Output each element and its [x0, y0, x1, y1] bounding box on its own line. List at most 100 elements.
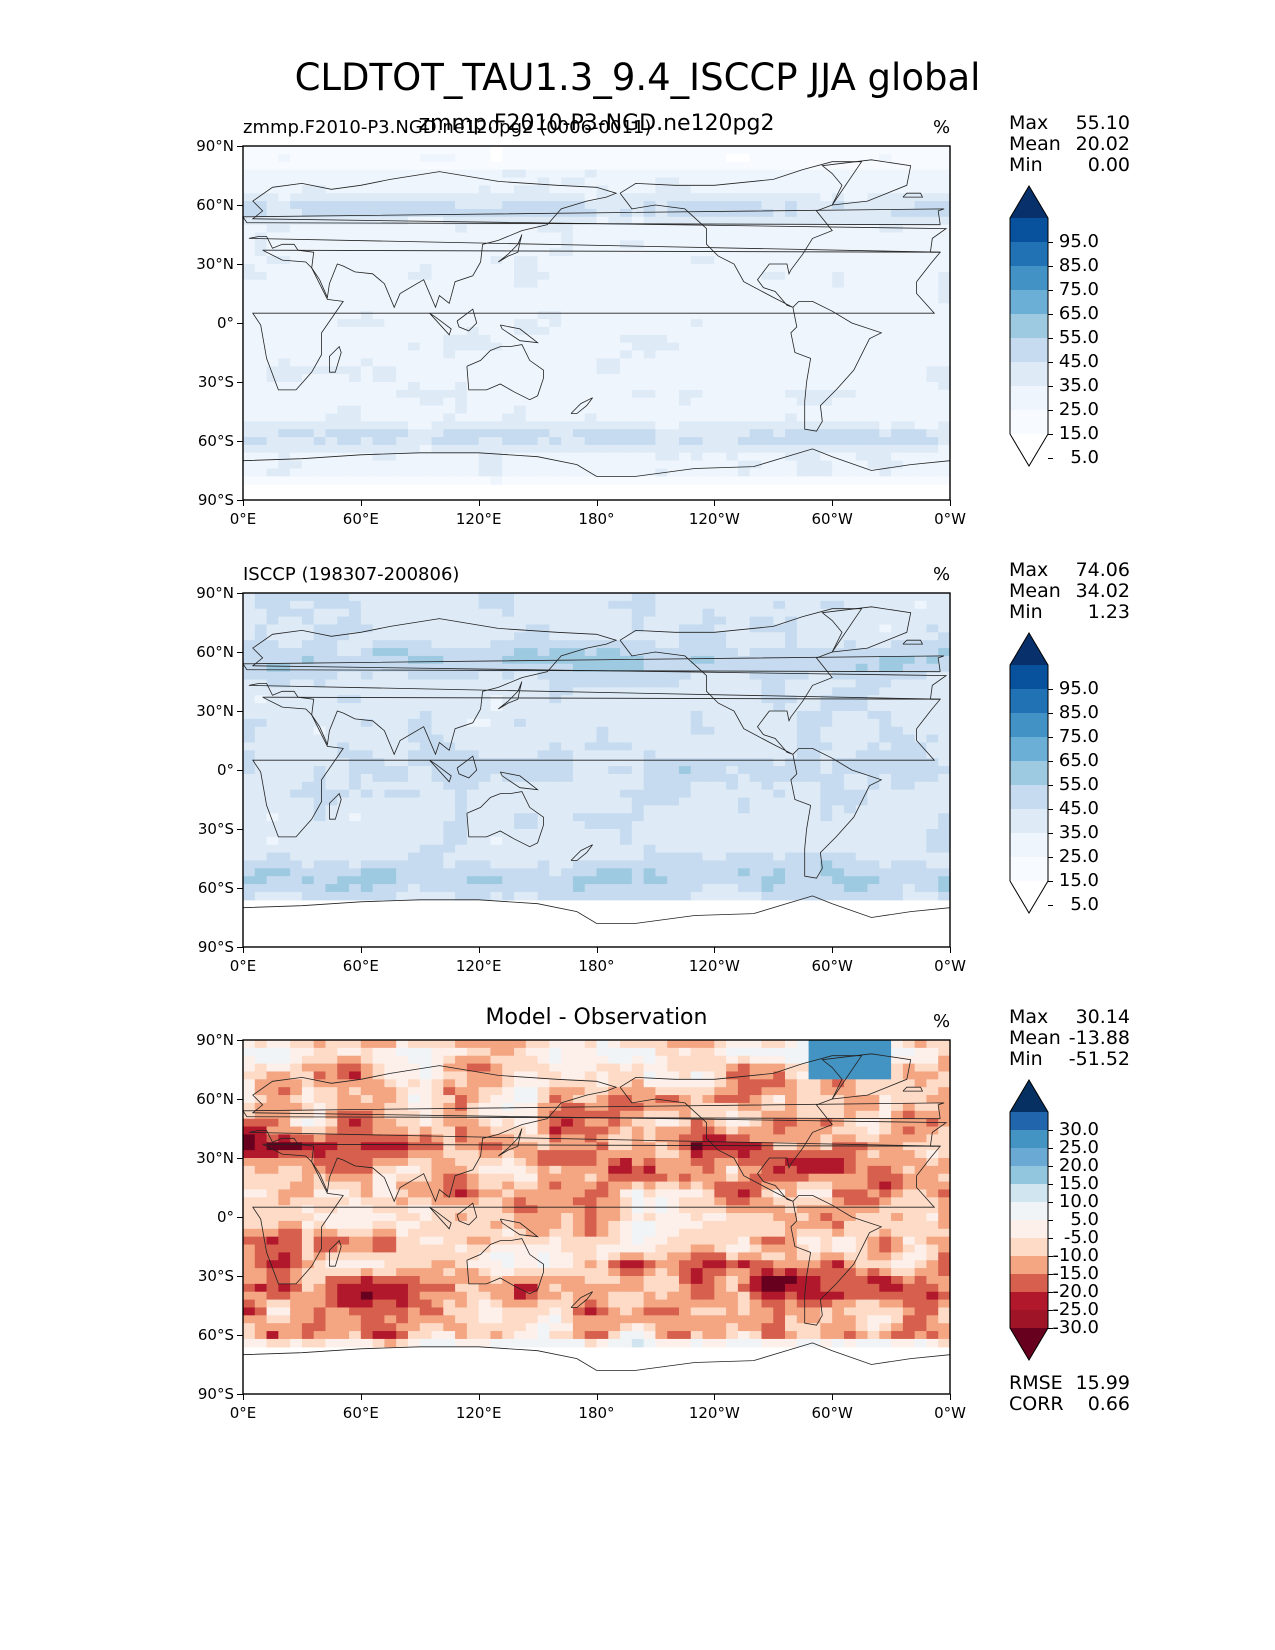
field-cell — [631, 671, 645, 681]
field-cell — [313, 821, 327, 830]
field-cell — [584, 734, 598, 744]
field-cell — [902, 303, 916, 312]
field-cell — [761, 852, 774, 862]
field-cell — [785, 334, 798, 344]
field-cell — [902, 287, 916, 297]
field-cell — [360, 813, 374, 822]
field-cell — [867, 813, 880, 822]
field-cell — [455, 679, 468, 688]
field-cell — [243, 624, 256, 633]
field-cell — [502, 216, 515, 226]
field-cell — [372, 429, 385, 438]
field-cell — [266, 734, 279, 744]
field-cell — [325, 476, 338, 485]
field-cell — [902, 679, 916, 688]
field-cell — [561, 366, 574, 375]
field-cell — [372, 640, 385, 649]
field-cell — [737, 319, 751, 328]
field-cell — [832, 397, 845, 407]
field-cell — [325, 326, 338, 336]
field-cell — [761, 821, 774, 830]
field-cell — [796, 476, 810, 485]
field-cell — [678, 271, 692, 281]
field-cell — [313, 773, 327, 783]
field-cell — [278, 279, 291, 289]
field-cell — [891, 868, 904, 877]
field-cell — [396, 742, 409, 751]
field-cell — [561, 821, 574, 830]
field-cell — [396, 821, 409, 830]
field-cell — [620, 177, 633, 186]
field-cell — [808, 600, 821, 610]
field-cell — [820, 860, 833, 869]
field-cell — [737, 468, 751, 477]
field-cell — [290, 397, 303, 407]
field-cell — [879, 805, 892, 814]
field-cell — [254, 295, 268, 304]
field-cell — [855, 813, 869, 822]
field-cell — [407, 240, 421, 249]
field-cell — [266, 703, 279, 712]
field-cell — [808, 185, 821, 194]
field-cell — [301, 876, 315, 885]
field-cell — [572, 366, 586, 375]
field-cell — [360, 766, 374, 775]
field-cell — [726, 624, 739, 633]
field-cell — [938, 718, 951, 728]
field-cell — [678, 821, 692, 830]
field-cell — [396, 444, 409, 454]
field-cell — [419, 476, 433, 485]
field-cell — [749, 593, 763, 602]
field-cell — [926, 177, 939, 186]
field-cell — [820, 185, 833, 194]
field-cell — [313, 797, 327, 806]
field-cell — [867, 208, 880, 218]
field-cell — [891, 616, 904, 626]
field-cell — [714, 844, 727, 854]
field-cell — [514, 805, 527, 814]
field-cell — [938, 240, 951, 249]
field-cell — [243, 476, 256, 485]
field-cell — [914, 303, 928, 312]
field-cell — [820, 632, 833, 641]
field-cell — [796, 374, 810, 383]
field-cell — [843, 382, 857, 391]
field-cell — [278, 891, 291, 901]
field-cell — [290, 146, 303, 155]
field-cell — [372, 169, 385, 179]
field-cell — [749, 169, 763, 179]
field-cell — [396, 805, 409, 814]
field-cell — [443, 750, 456, 759]
field-cell — [596, 311, 609, 320]
field-cell — [396, 476, 409, 485]
field-cell — [278, 805, 291, 814]
field-cell — [914, 821, 928, 830]
field-cell — [832, 413, 845, 422]
field-cell — [620, 805, 633, 814]
field-cell — [702, 279, 715, 289]
field-cell — [938, 734, 951, 744]
field-cell — [749, 726, 763, 736]
field-cell — [537, 358, 550, 367]
field-cell — [855, 773, 869, 783]
field-cell — [443, 405, 456, 415]
field-cell — [278, 342, 291, 352]
field-cell — [525, 805, 539, 814]
field-cell — [407, 421, 421, 430]
field-cell — [525, 350, 539, 359]
field-cell — [655, 311, 668, 320]
field-cell — [667, 813, 680, 822]
field-cell — [608, 169, 621, 179]
field-cell — [419, 876, 433, 885]
field-cell — [478, 593, 492, 602]
field-cell — [349, 208, 362, 218]
field-cell — [266, 334, 279, 344]
field-cell — [608, 468, 621, 477]
field-cell — [891, 608, 904, 618]
field-cell — [926, 382, 939, 391]
field-cell — [419, 624, 433, 633]
field-cell — [737, 797, 751, 806]
field-cell — [714, 616, 727, 626]
field-cell — [313, 413, 327, 422]
field-cell — [466, 366, 480, 375]
